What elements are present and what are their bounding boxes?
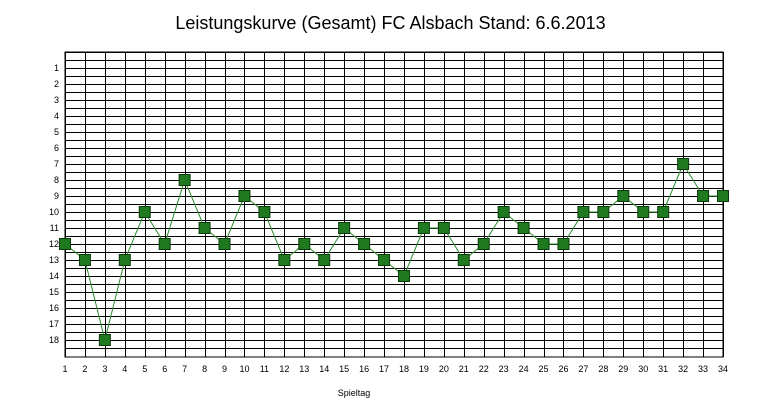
y-tick-label: 9: [54, 191, 59, 201]
y-tick-label: 12: [49, 239, 59, 249]
x-tick-label: 11: [260, 364, 269, 374]
data-point-marker: [577, 206, 590, 218]
x-tick-label: 6: [162, 364, 167, 374]
data-point-marker: [98, 334, 111, 346]
data-point-marker: [457, 254, 470, 266]
data-point-marker: [437, 222, 450, 234]
x-tick-label: 1: [62, 364, 67, 374]
x-tick-label: 28: [598, 364, 608, 374]
y-tick-label: 1: [54, 63, 59, 73]
data-point-marker: [697, 190, 710, 202]
x-tick-label: 19: [419, 364, 429, 374]
x-tick-label: 34: [718, 364, 728, 374]
data-point-marker: [617, 190, 630, 202]
x-tick-label: 18: [399, 364, 409, 374]
data-point-marker: [118, 254, 131, 266]
data-point-marker: [557, 238, 570, 250]
x-tick-label: 22: [479, 364, 489, 374]
y-tick-label: 17: [49, 319, 59, 329]
data-point-marker: [178, 174, 191, 186]
x-tick-label: 14: [319, 364, 329, 374]
data-point-marker: [417, 222, 430, 234]
x-tick-label: 30: [638, 364, 648, 374]
data-point-marker: [278, 254, 291, 266]
data-point-marker: [158, 238, 171, 250]
data-point-marker: [637, 206, 650, 218]
y-tick-label: 4: [54, 111, 59, 121]
series-line: [64, 162, 723, 341]
y-tick-label: 5: [54, 127, 59, 137]
data-point-marker: [597, 206, 610, 218]
data-point-marker: [59, 238, 71, 250]
x-tick-label: 8: [202, 364, 207, 374]
y-tick-label: 6: [54, 143, 59, 153]
series-markers: [59, 158, 729, 346]
x-tick-label: 5: [142, 364, 147, 374]
x-tick-label: 2: [82, 364, 87, 374]
x-tick-label: 13: [299, 364, 309, 374]
x-tick-label: 33: [698, 364, 708, 374]
y-tick-label: 13: [49, 255, 59, 265]
data-point-marker: [477, 238, 490, 250]
data-point-marker: [657, 206, 670, 218]
grid-layer: [64, 51, 724, 358]
x-tick-label: 32: [678, 364, 688, 374]
x-tick-label: 10: [239, 364, 249, 374]
x-tick-label: 29: [618, 364, 628, 374]
x-tick-label: 25: [539, 364, 549, 374]
x-tick-label: 3: [102, 364, 107, 374]
x-tick-label: 21: [459, 364, 469, 374]
data-point-marker: [338, 222, 351, 234]
data-point-marker: [517, 222, 530, 234]
x-tick-label: 7: [182, 364, 187, 374]
x-tick-label: 16: [359, 364, 369, 374]
y-tick-label: 16: [49, 303, 59, 313]
x-tick-label: 24: [519, 364, 529, 374]
series-line-layer: [64, 162, 723, 341]
y-tick-label: 14: [49, 271, 59, 281]
data-point-marker: [717, 190, 729, 202]
data-point-marker: [138, 206, 151, 218]
x-tick-label: 15: [339, 364, 349, 374]
data-point-marker: [218, 238, 231, 250]
x-tick-label: 20: [439, 364, 449, 374]
data-point-marker: [378, 254, 391, 266]
x-tick-label: 31: [658, 364, 668, 374]
y-tick-label: 7: [54, 159, 59, 169]
y-tick-label: 3: [54, 95, 59, 105]
y-tick-label: 11: [50, 223, 59, 233]
x-tick-label: 4: [122, 364, 127, 374]
y-tick-label: 8: [54, 175, 59, 185]
y-tick-label: 10: [49, 207, 59, 217]
y-tick-label: 18: [49, 335, 59, 345]
data-point-marker: [258, 206, 271, 218]
data-point-marker: [537, 238, 550, 250]
x-tick-label: 17: [379, 364, 389, 374]
x-tick-label: 27: [578, 364, 588, 374]
x-tick-label: 23: [499, 364, 509, 374]
x-tick-label: 9: [222, 364, 227, 374]
x-tick-label: 12: [279, 364, 289, 374]
data-point-marker: [298, 238, 311, 250]
data-point-marker: [358, 238, 371, 250]
y-tick-label: 2: [54, 79, 59, 89]
data-point-marker: [397, 270, 410, 282]
data-point-marker: [497, 206, 510, 218]
data-point-marker: [318, 254, 331, 266]
data-point-marker: [238, 190, 251, 202]
data-point-marker: [677, 158, 690, 170]
data-point-marker: [198, 222, 211, 234]
x-axis-label: Spieltag: [338, 388, 371, 398]
data-point-marker: [78, 254, 91, 266]
x-axis-ticks: 1 2 3 4 5 6 7 8 9 10 11 12 13 14 15 16 17 18 19 20 21 22 23 24 2…: [62, 364, 728, 374]
x-tick-label: 26: [558, 364, 568, 374]
chart-title: Leistungskurve (Gesamt) FC Alsbach Stand…: [175, 13, 606, 33]
y-tick-label: 15: [49, 287, 59, 297]
